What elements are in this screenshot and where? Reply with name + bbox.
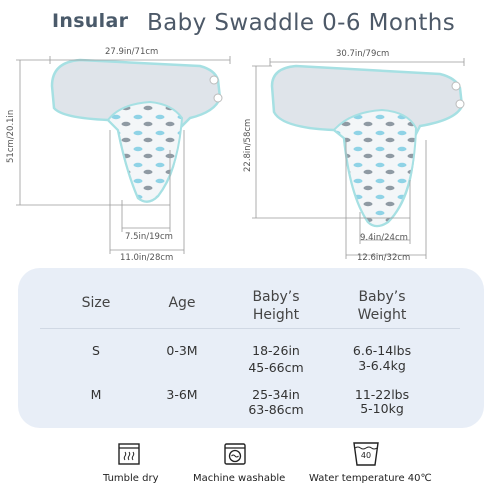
tumble-dry-icon <box>118 443 140 465</box>
brand-logo: Insular <box>52 10 129 32</box>
row-m-weight-kg: 5-10kg <box>360 401 404 416</box>
row-m-size: M <box>90 387 102 402</box>
small-inner-width-label: 7.5in/19cm <box>125 232 173 242</box>
row-s-weight-lbs: 6.6-14lbs <box>352 343 412 358</box>
care-label-water-temperature: Water temperature 40℃ <box>309 473 432 484</box>
small-height-label: 51cm/20.1in <box>6 109 16 163</box>
size-table <box>18 268 484 428</box>
water-temperature-icon <box>353 442 379 466</box>
water-temperature-badge: 40 <box>360 451 372 460</box>
swaddle-diagrams <box>16 56 465 259</box>
large-bottom-width-label: 12.6in/32cm <box>357 253 411 263</box>
page-title: Baby Swaddle 0-6 Months <box>147 10 456 36</box>
care-label-tumble-dry: Tumble dry <box>103 473 159 484</box>
large-width-label: 30.7in/79cm <box>336 49 390 59</box>
care-label-machine-wash: Machine washable <box>193 473 286 484</box>
small-width-label: 27.9in/71cm <box>105 47 159 57</box>
row-s-height-in: 18-26in <box>252 343 300 358</box>
row-s-weight-kg: 3-6.4kg <box>358 358 406 373</box>
small-bottom-width-label: 11.0in/28cm <box>120 253 174 263</box>
row-m-height-cm: 63-86cm <box>248 402 304 417</box>
row-s-height-cm: 45-66cm <box>248 360 304 375</box>
large-inner-width-label: 9.4in/24cm <box>360 233 408 243</box>
header-size: Size <box>81 295 111 311</box>
header-age: Age <box>168 295 196 311</box>
row-s-age: 0-3M <box>166 343 198 358</box>
swaddle-small <box>50 58 223 203</box>
swaddle-large <box>270 64 465 228</box>
table-divider <box>40 328 460 329</box>
header-height: Baby’s Height <box>252 289 300 323</box>
row-m-age: 3-6M <box>166 387 198 402</box>
row-m-weight-lbs: 11-22lbs <box>354 387 410 402</box>
row-m-height-in: 25-34in <box>252 387 300 402</box>
row-s-size: S <box>92 343 100 358</box>
header-weight: Baby’s Weight <box>357 289 407 323</box>
large-height-label: 22.8in/58cm <box>243 118 253 172</box>
machine-wash-icon <box>224 443 246 465</box>
